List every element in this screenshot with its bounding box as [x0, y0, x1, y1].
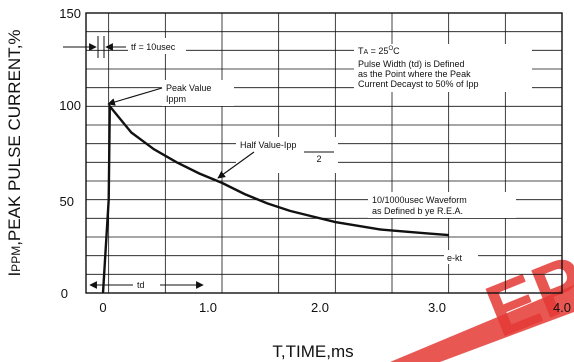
x-tick-label-0: 0 [99, 300, 106, 315]
pulse-width-bg [354, 44, 532, 92]
ta-t: T [358, 46, 364, 56]
x-tick-label-4: 4.0 [553, 300, 571, 315]
watermark: EPA [390, 221, 574, 362]
half-value-label: Half Value-Ipp [240, 140, 296, 150]
ekt-bg [444, 250, 478, 264]
pulse-curve [101, 102, 449, 294]
y-tick-label-3: 150 [59, 6, 81, 21]
ta-sub: A [364, 49, 369, 56]
waveform-bg [368, 192, 516, 218]
half-value-arrow [217, 151, 255, 179]
x-axis: 0 1.0 2.0 3.0 4.0 [99, 300, 571, 315]
pulse-width-line-0: Pulse Width (td) is Defined [358, 59, 465, 69]
peak-value-line-0: Peak Value [166, 83, 211, 93]
y-axis: 0 50 100 150 [59, 6, 81, 301]
ta-label: TA = 25OC [358, 46, 400, 56]
watermark-stripe [390, 285, 574, 362]
x-tick-label-2: 2.0 [311, 300, 329, 315]
tf-label-bg [128, 38, 186, 54]
y-axis-label-sub: PPM [9, 246, 23, 272]
tf-label: tf = 10usec [131, 42, 176, 52]
y-tick-label-2: 100 [59, 98, 81, 113]
peak-value-bg [162, 80, 234, 106]
half-value-bg [236, 137, 338, 173]
y-axis-label: IPPM,PEAK PULSE CURRENT,% [5, 29, 24, 276]
waveform-line-1: as Defined b ye R.E.A. [372, 206, 463, 216]
y-tick-label-1: 50 [60, 194, 74, 209]
y-axis-label-rest: ,PEAK PULSE CURRENT,% [5, 29, 24, 245]
grid [86, 13, 562, 293]
pulse-width-line-2: Current Decayst to 50% of Ipp [358, 79, 479, 89]
pulse-width-annotation: TA = 25OC Pulse Width (td) is Defined as… [354, 44, 532, 92]
ta-value: = 25 [368, 46, 388, 56]
td-annotation: td [89, 278, 204, 291]
x-axis-label: T,TIME,ms [272, 342, 353, 361]
td-label-bg [134, 278, 156, 291]
y-tick-label-0: 0 [61, 286, 68, 301]
waveform-annotation: 10/1000usec Waveform as Defined b ye R.E… [368, 192, 516, 218]
peak-value-arrow [107, 87, 163, 106]
y-axis-label-prefix: I [5, 272, 24, 277]
ta-degree: O [388, 46, 393, 52]
ta-unit: C [393, 46, 400, 56]
plot-frame [85, 12, 563, 294]
peak-value-line-1: Ippm [166, 94, 186, 104]
pulse-width-line-1: as the Point where the Peak [358, 69, 471, 79]
x-tick-label-1: 1.0 [199, 300, 217, 315]
half-value-denominator: 2 [316, 154, 321, 164]
x-tick-label-3: 3.0 [428, 300, 446, 315]
waveform-line-0: 10/1000usec Waveform [372, 195, 467, 205]
peak-value-annotation: Peak Value Ippm [107, 80, 234, 106]
tf-annotation: tf = 10usec [63, 36, 186, 58]
td-label: td [137, 280, 145, 290]
ekt-label: e-kt [447, 253, 463, 263]
half-value-annotation: Half Value-Ipp 2 [217, 137, 338, 179]
